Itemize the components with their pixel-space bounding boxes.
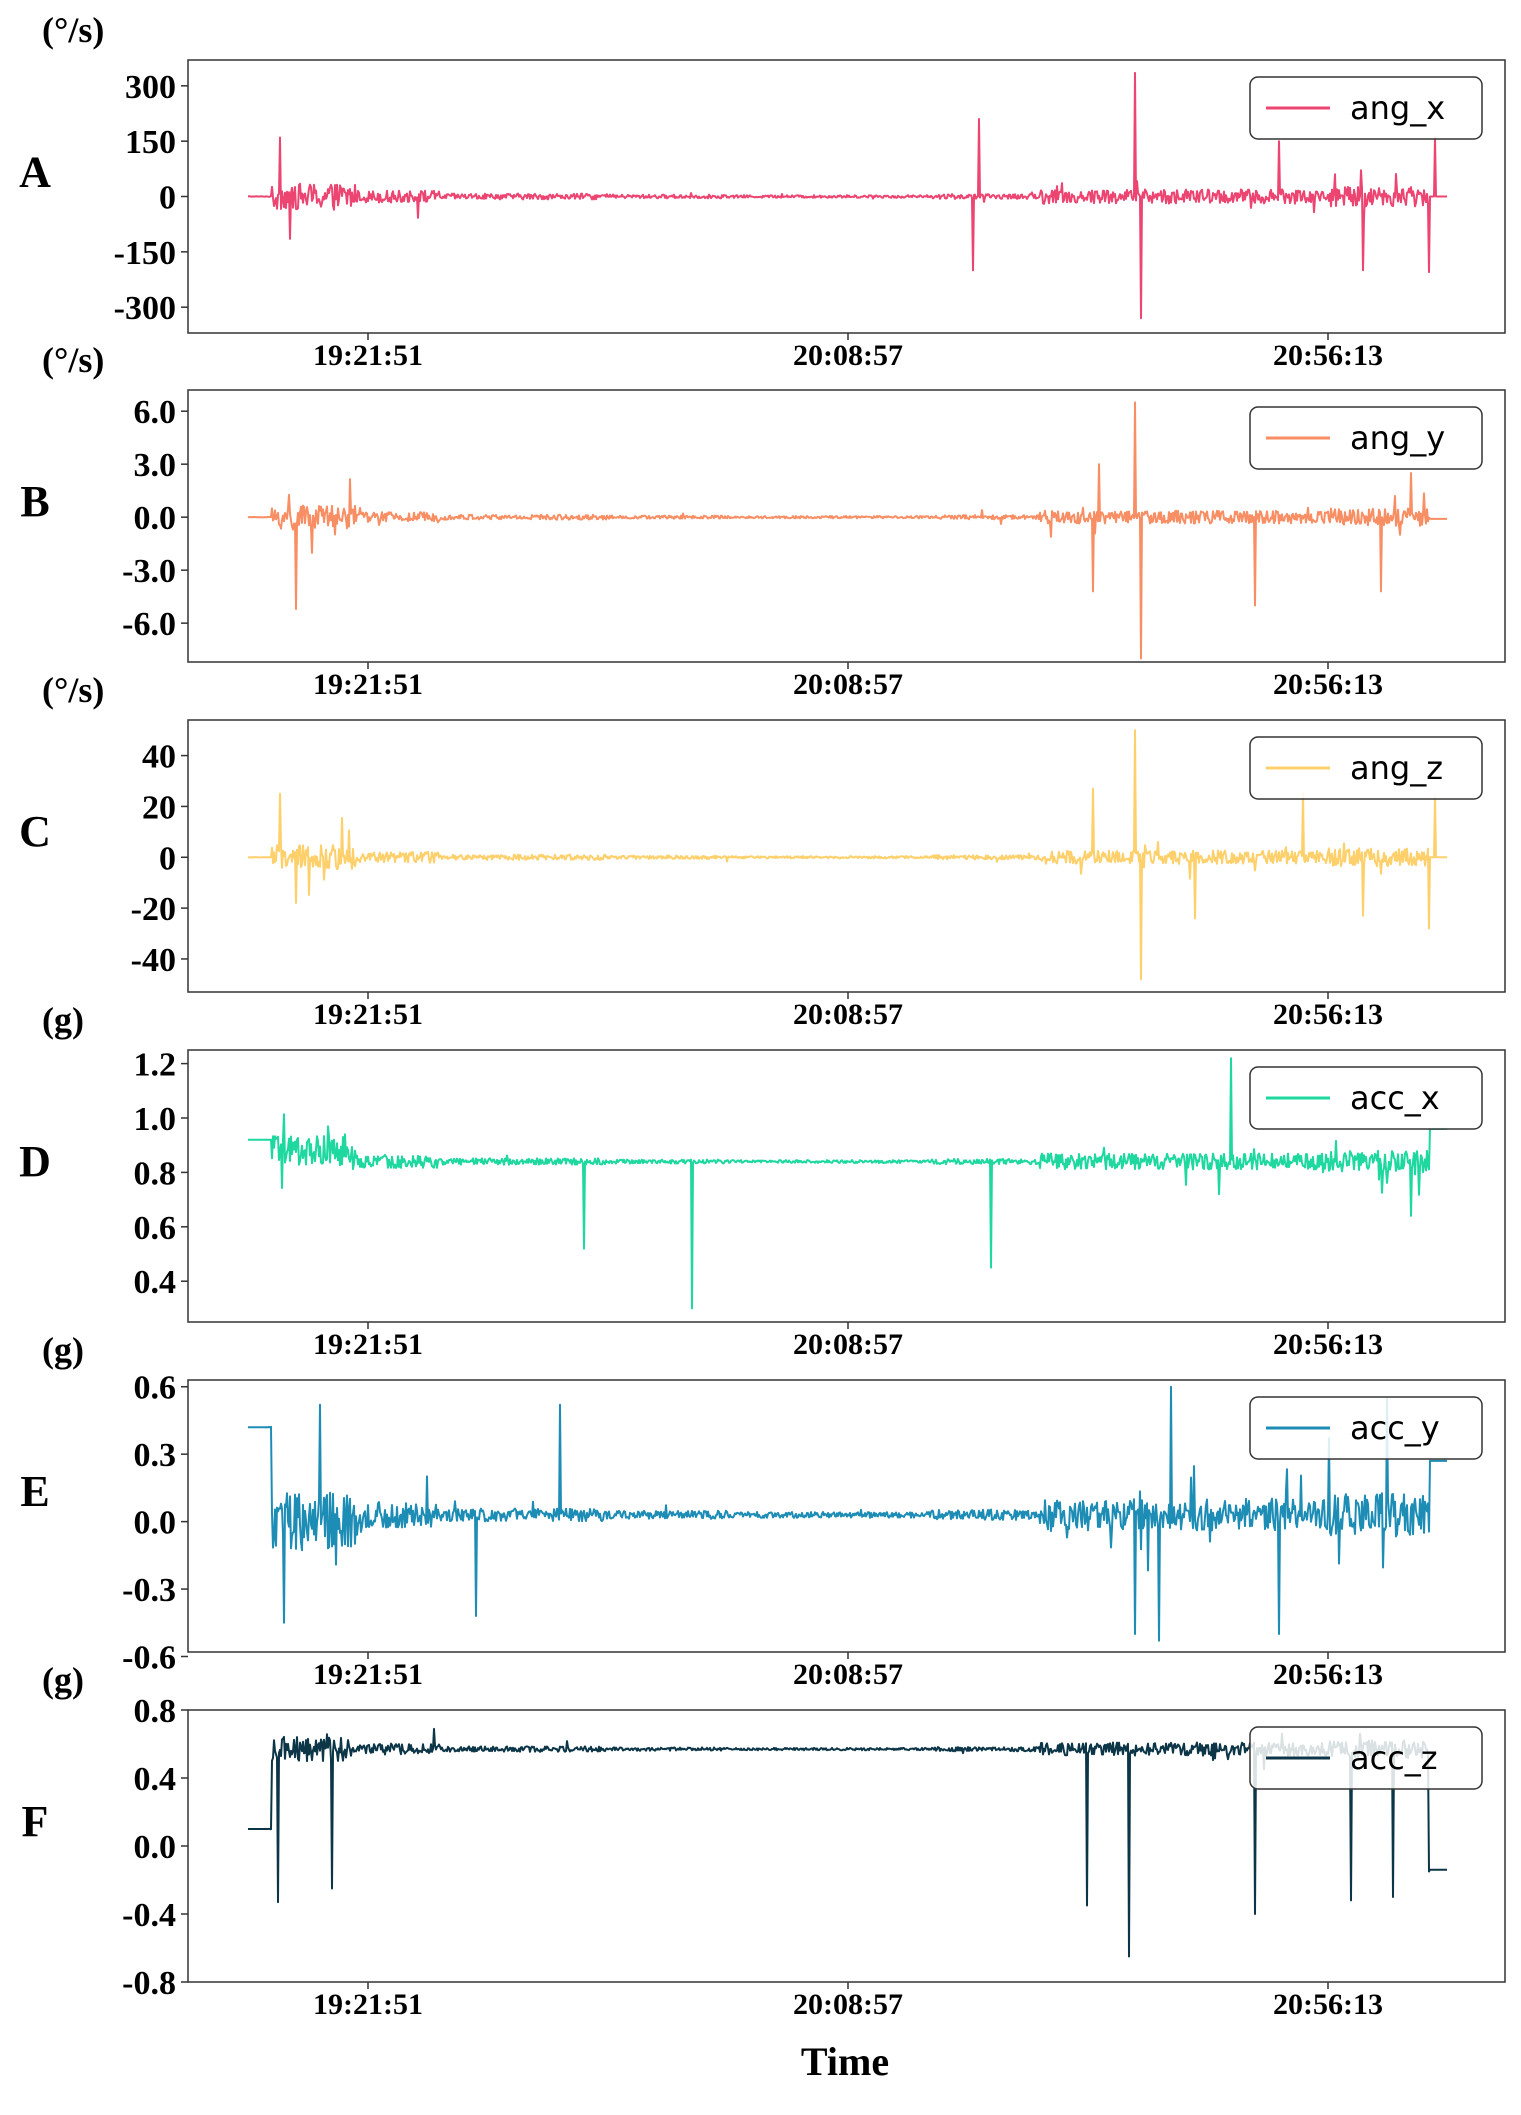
x-tick-label: 19:21:51 (313, 668, 423, 701)
legend: ang_x (1249, 76, 1483, 140)
legend-label: ang_z (1350, 749, 1443, 787)
plot-frame (187, 1379, 1506, 1653)
chart-panel-f: F (g) 0.8 0.4 0.0 -0.4 -0.8 19:21:51 20:08:57 20:… (22, 1660, 1506, 2021)
panel-label: E (20, 1467, 49, 1516)
y-tick-label: 0 (159, 180, 176, 217)
plot-frame (187, 389, 1506, 663)
x-tick-label: 19:21:51 (313, 1658, 423, 1691)
y-tick-label: -6.0 (122, 606, 176, 643)
y-tick-label: 0.0 (134, 500, 177, 537)
y-tick-label: 0.8 (134, 1155, 177, 1192)
y-tick-label: -0.6 (122, 1639, 176, 1676)
series-line-ang_y (247, 401, 1447, 660)
y-tick-label: 6.0 (134, 394, 177, 431)
panels: A (°/s) 300 150 0 -150 -300 19:21:51 20:08:57 20:… (19, 10, 1506, 2021)
x-tick-label: 20:56:13 (1273, 668, 1383, 701)
x-tick-label: 20:08:57 (793, 1658, 903, 1691)
x-tick-label: 20:08:57 (793, 668, 903, 701)
panel-label: C (19, 807, 51, 856)
y-tick-label: -20 (131, 891, 176, 928)
chart-panel-c: C (°/s) 40 20 0 -20 -40 19:21:51 20:08:57 20:56:1… (19, 670, 1506, 1031)
series-line-acc_y (248, 1385, 1447, 1642)
x-tick-label: 19:21:51 (313, 339, 423, 372)
x-tick-label: 20:56:13 (1273, 1658, 1383, 1691)
plot-frame (187, 719, 1506, 993)
y-tick-label: 0.8 (134, 1693, 177, 1730)
legend-box (1249, 1066, 1483, 1130)
plot-frame (187, 1049, 1506, 1323)
y-tick-label: -150 (114, 235, 176, 272)
y-tick-label: 0.4 (134, 1264, 177, 1301)
y-tick-label: 0.4 (134, 1761, 177, 1798)
x-tick-label: 20:08:57 (793, 1988, 903, 2021)
y-unit-label: (g) (42, 1000, 84, 1040)
y-tick-label: 20 (142, 789, 176, 826)
y-tick-label: -40 (131, 942, 176, 979)
y-unit-label: (g) (42, 1330, 84, 1370)
x-tick-label: 19:21:51 (313, 1988, 423, 2021)
legend-label: ang_x (1350, 89, 1445, 127)
legend-box (1249, 736, 1483, 800)
y-unit-label: (°/s) (42, 670, 104, 710)
x-tick-label: 20:56:13 (1273, 1328, 1383, 1361)
legend-box (1249, 406, 1483, 470)
panel-label: A (19, 148, 51, 197)
legend: acc_z (1249, 1726, 1483, 1790)
x-tick-label: 20:56:13 (1273, 339, 1383, 372)
series-line-acc_x (248, 1057, 1447, 1310)
legend-label: acc_y (1350, 1409, 1440, 1447)
y-tick-label: 0 (159, 840, 176, 877)
chart-panel-b: B (°/s) 6.0 3.0 0.0 -3.0 -6.0 19:21:51 20:08:57 2… (20, 340, 1506, 701)
y-tick-label: -300 (114, 290, 176, 327)
y-tick-label: 0.0 (134, 1829, 177, 1866)
chart-panel-e: E (g) 0.6 0.3 0.0 -0.3 -0.6 19:21:51 20:08:57 20:… (20, 1330, 1506, 1691)
y-tick-label: 1.2 (134, 1047, 177, 1084)
panel-label: B (20, 477, 49, 526)
y-tick-label: 40 (142, 739, 176, 776)
x-tick-label: 20:08:57 (793, 1328, 903, 1361)
legend-label: acc_z (1350, 1739, 1438, 1777)
chart-panel-d: D (g) 1.2 1.0 0.8 0.6 0.4 19:21:51 20:08:57 20:56… (19, 1000, 1506, 1361)
y-tick-label: 0.0 (134, 1505, 177, 1542)
y-tick-label: 300 (125, 69, 176, 106)
y-tick-label: -0.3 (122, 1572, 176, 1609)
y-unit-label: (°/s) (42, 340, 104, 380)
y-tick-label: 150 (125, 124, 176, 161)
chart-panel-a: A (°/s) 300 150 0 -150 -300 19:21:51 20:08:57 20:… (19, 10, 1506, 372)
legend: acc_y (1249, 1396, 1483, 1460)
x-tick-label: 20:56:13 (1273, 998, 1383, 1031)
legend: acc_x (1249, 1066, 1483, 1130)
series-line-ang_x (248, 71, 1447, 320)
x-tick-label: 20:08:57 (793, 998, 903, 1031)
y-tick-label: 0.6 (134, 1210, 177, 1247)
x-tick-label: 20:08:57 (793, 339, 903, 372)
x-tick-label: 19:21:51 (313, 998, 423, 1031)
series-line-ang_z (247, 729, 1447, 981)
y-tick-label: 0.6 (134, 1370, 177, 1407)
y-tick-label: -3.0 (122, 553, 176, 590)
y-tick-label: -0.4 (122, 1897, 176, 1934)
series-line-acc_z (248, 1727, 1447, 1958)
legend-box (1249, 76, 1483, 140)
x-tick-label: 20:56:13 (1273, 1988, 1383, 2021)
legend-box (1249, 1396, 1483, 1460)
legend: ang_y (1249, 406, 1483, 470)
y-tick-label: 1.0 (134, 1101, 177, 1138)
legend-label: ang_y (1350, 419, 1445, 457)
panel-label: F (22, 1797, 49, 1846)
y-tick-label: -0.8 (122, 1965, 176, 2002)
legend: ang_z (1249, 736, 1483, 800)
panel-label: D (19, 1137, 51, 1186)
y-tick-label: 3.0 (134, 447, 177, 484)
legend-box (1249, 1726, 1483, 1790)
legend-label: acc_x (1350, 1079, 1440, 1117)
y-tick-label: 0.3 (134, 1437, 177, 1474)
x-tick-label: 19:21:51 (313, 1328, 423, 1361)
y-unit-label: (g) (42, 1660, 84, 1700)
y-unit-label: (°/s) (42, 10, 104, 50)
x-axis-title: Time (801, 2039, 889, 2084)
